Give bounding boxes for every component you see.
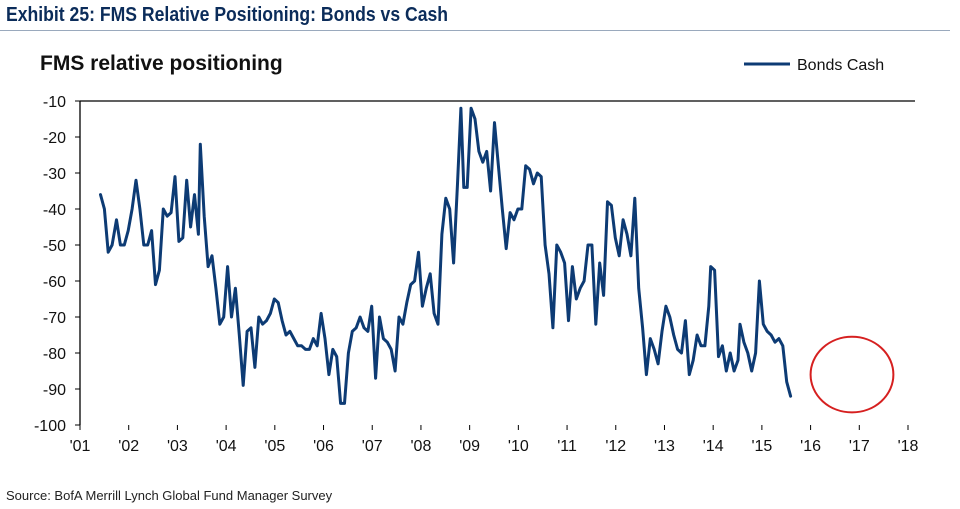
annotation-layer xyxy=(809,335,895,414)
x-tick-label: '06 xyxy=(313,438,334,455)
x-tick-label: '17 xyxy=(849,438,870,455)
y-tick-label: -70 xyxy=(43,310,66,327)
y-tick-label: -10 xyxy=(43,94,66,111)
legend-label: Bonds Cash xyxy=(797,57,884,74)
exhibit-divider xyxy=(0,30,950,31)
x-tick-label: '13 xyxy=(654,438,675,455)
x-tick-label: '09 xyxy=(459,438,480,455)
x-tick-label: '03 xyxy=(167,438,188,455)
x-tick-label: '02 xyxy=(118,438,139,455)
x-tick-label: '01 xyxy=(70,438,91,455)
y-tick-label: -20 xyxy=(43,130,66,147)
x-tick-label: '16 xyxy=(800,438,821,455)
y-tick-label: -90 xyxy=(43,382,66,399)
highlight-circle xyxy=(809,335,895,414)
x-tick-label: '14 xyxy=(703,438,724,455)
x-tick-label: '10 xyxy=(508,438,529,455)
y-tick-label: -100 xyxy=(34,418,66,435)
x-tick-label: '12 xyxy=(605,438,626,455)
exhibit-title: Exhibit 25: FMS Relative Positioning: Bo… xyxy=(6,4,449,26)
chart-title: FMS relative positioning xyxy=(40,52,283,75)
x-tick-label: '18 xyxy=(898,438,919,455)
x-tick-label: '11 xyxy=(557,438,577,455)
y-tick-label: -60 xyxy=(43,274,66,291)
y-tick-label: -80 xyxy=(43,346,66,363)
y-tick-label: -40 xyxy=(43,202,66,219)
y-tick-label: -30 xyxy=(43,166,66,183)
x-tick-label: '15 xyxy=(751,438,772,455)
x-tick-label: '05 xyxy=(264,438,285,455)
source-note: Source: BofA Merrill Lynch Global Fund M… xyxy=(6,488,333,503)
y-tick-label: -50 xyxy=(43,238,66,255)
x-tick-label: '08 xyxy=(411,438,432,455)
axes: -10 -20 -30 -40 -50 -60 -70 -80 -90 -100'01 '02 '03… xyxy=(34,94,919,455)
x-tick-label: '07 xyxy=(362,438,383,455)
series-layer xyxy=(99,106,793,405)
series-line-bonds-cash xyxy=(99,106,793,405)
x-tick-label: '04 xyxy=(216,438,237,455)
legend: Bonds Cash xyxy=(744,57,884,74)
